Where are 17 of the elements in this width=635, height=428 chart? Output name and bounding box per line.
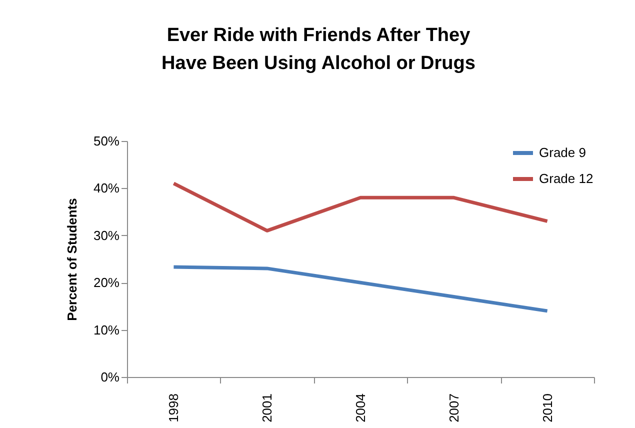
y-tick-label: 0% [100, 370, 120, 384]
legend-label: Grade 12 [539, 171, 594, 186]
y-tick-label: 20% [93, 275, 120, 290]
legend-label: Grade 9 [539, 145, 586, 160]
line-series [172, 265, 550, 313]
y-tick-label: 10% [93, 322, 120, 338]
x-tick-label: 1998 [166, 394, 182, 422]
y-tick-label: 30% [93, 228, 120, 243]
x-tick-label: 2004 [353, 394, 368, 422]
x-tick-label: 2007 [446, 394, 462, 422]
x-tick-label: 2010 [540, 394, 555, 422]
y-axis-title: Percent of Students [64, 198, 80, 321]
y-tick-label: 50% [93, 134, 120, 148]
chart-title: Ever Ride with Friends After They Have Been Using Alcohol or Drugs [162, 25, 476, 74]
line-series [172, 182, 550, 232]
x-tick-label: 2001 [260, 394, 275, 422]
y-tick-label: 40% [93, 180, 120, 196]
